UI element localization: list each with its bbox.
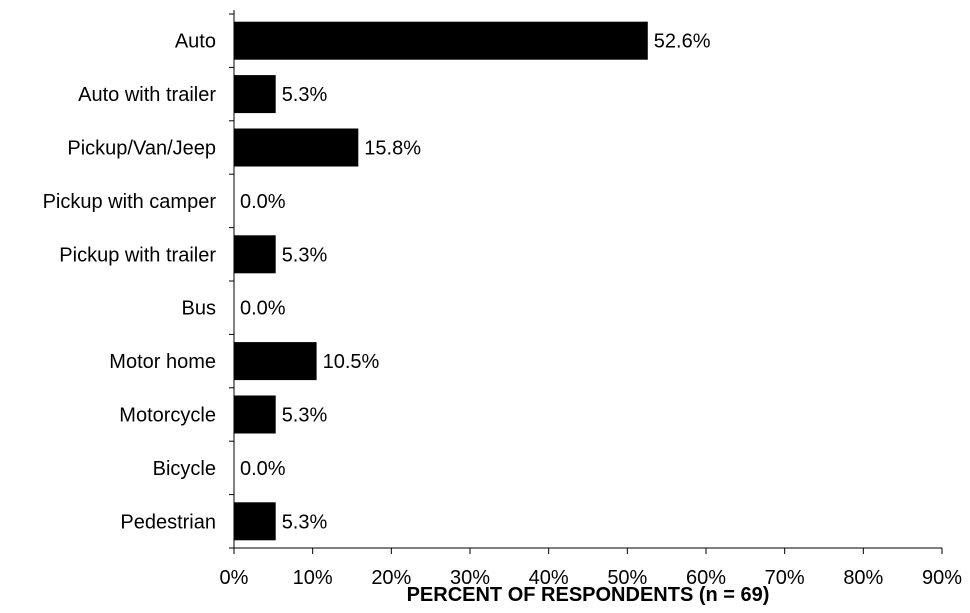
bar [234, 21, 648, 60]
bar [234, 235, 276, 274]
category-label: Auto with trailer [78, 84, 216, 106]
x-tick-label: 50% [607, 567, 647, 589]
bars [234, 21, 648, 541]
data-label: 15.8% [364, 138, 421, 160]
bar [234, 75, 276, 114]
x-tick-label: 20% [371, 567, 411, 589]
x-tick-label: 70% [765, 567, 805, 589]
category-label: Auto [175, 31, 216, 53]
category-label: Motorcycle [119, 405, 216, 427]
bar [234, 342, 317, 381]
x-tick-label: 80% [843, 567, 883, 589]
labels: Auto 52.6% Auto with trailer 5.3% Pickup/Van… [43, 31, 963, 589]
x-tick-label: 30% [450, 567, 490, 589]
data-label: 5.3% [282, 244, 328, 266]
bar [234, 128, 359, 167]
x-tick-label: 0% [220, 567, 249, 589]
x-tick-label: 40% [529, 567, 569, 589]
category-label: Pickup with camper [43, 191, 217, 213]
category-label: Bus [182, 298, 216, 320]
data-label: 10.5% [323, 351, 380, 373]
category-label: Pickup/Van/Jeep [67, 138, 216, 160]
x-tick-label: 90% [922, 567, 962, 589]
data-label: 0.0% [240, 298, 286, 320]
x-tick-label: 60% [686, 567, 726, 589]
x-tick-label: 10% [293, 567, 333, 589]
category-label: Bicycle [153, 458, 216, 480]
data-label: 0.0% [240, 458, 286, 480]
data-label: 52.6% [654, 31, 711, 53]
x-axis-title: PERCENT OF RESPONDENTS (n = 69) [407, 584, 770, 606]
ticks [229, 13, 943, 554]
category-label: Pedestrian [120, 511, 216, 533]
data-label: 5.3% [282, 84, 328, 106]
data-label: 5.3% [282, 405, 328, 427]
category-label: Motor home [109, 351, 216, 373]
bar [234, 502, 276, 541]
axes [233, 10, 942, 549]
bar [234, 395, 276, 434]
data-label: 0.0% [240, 191, 286, 213]
data-label: 5.3% [282, 511, 328, 533]
category-label: Pickup with trailer [59, 244, 216, 266]
